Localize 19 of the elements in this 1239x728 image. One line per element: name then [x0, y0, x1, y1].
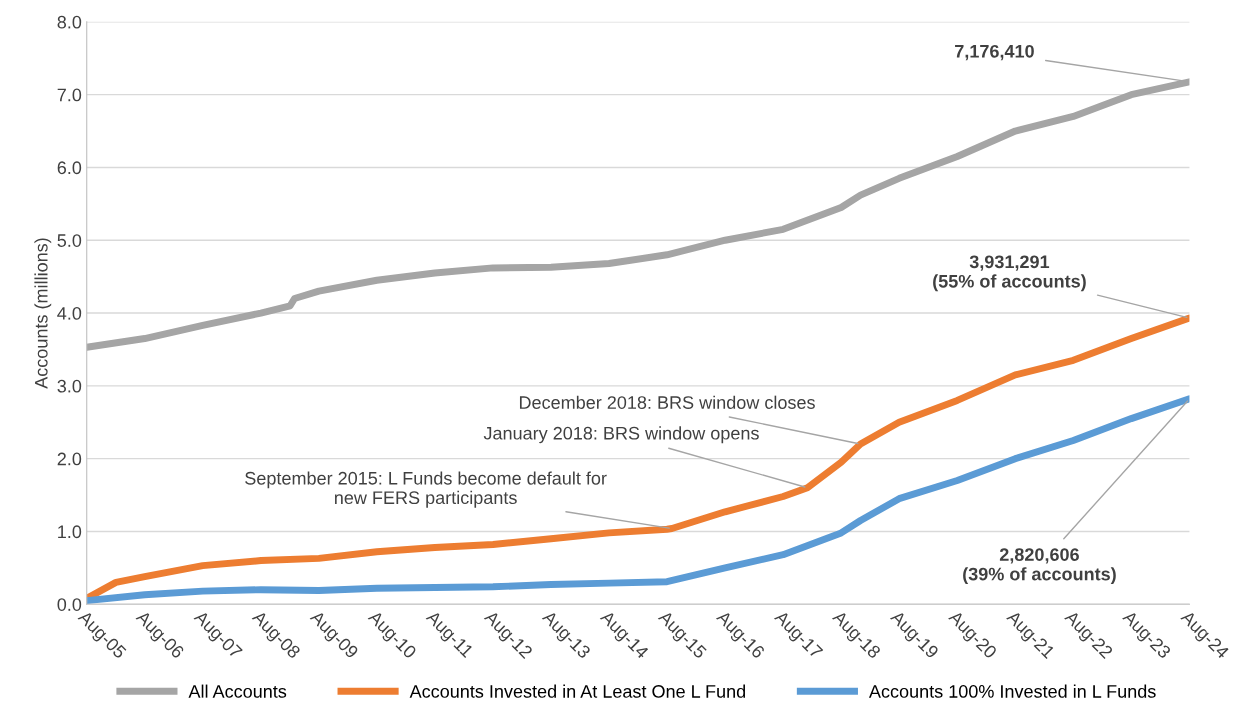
y-tick-label: 2.0 — [57, 452, 82, 466]
annotation: December 2018: BRS window closes — [519, 395, 815, 409]
y-tick-label: 0.0 — [57, 598, 82, 611]
annotation: September 2015: L Funds become default for new FERS participants — [245, 471, 607, 508]
legend-label: Accounts Invested in At Least One L Fund — [409, 684, 746, 698]
legend-label: Accounts 100% Invested in L Funds — [868, 684, 1156, 698]
legend-label: All Accounts — [188, 684, 287, 698]
annotation: 7,176,410 — [955, 44, 1034, 61]
annotation: January 2018: BRS window opens — [483, 426, 759, 444]
y-tick-label: 4.0 — [57, 306, 82, 320]
y-tick-label: 6.0 — [57, 161, 82, 175]
y-axis-title: Accounts (millions) — [34, 238, 52, 389]
annotation: 3,931,291 (55% of accounts) — [933, 255, 1086, 292]
y-tick-label: 7.0 — [57, 88, 82, 102]
annotation: 2,820,606 (39% of accounts) — [963, 548, 1116, 585]
y-tick-label: 3.0 — [57, 379, 82, 393]
y-tick-label: 1.0 — [58, 525, 82, 539]
y-tick-label: 8.0 — [57, 15, 82, 29]
y-tick-label: 5.0 — [57, 234, 82, 247]
